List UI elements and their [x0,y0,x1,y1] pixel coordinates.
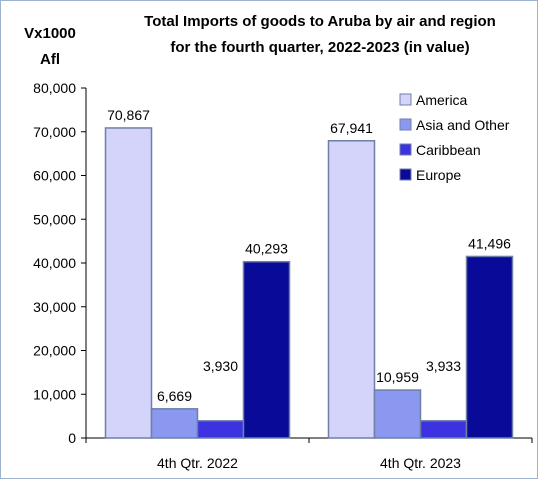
y-tick-label: 60,000 [33,168,76,184]
legend-label: Europe [416,167,461,183]
bar [242,260,291,439]
y-tick-label: 30,000 [33,299,76,315]
bar [373,389,422,439]
bars [104,127,514,439]
y-axis-label-line-2: Afl [40,51,60,68]
bar [465,255,514,439]
bar [150,408,199,439]
data-label: 10,959 [376,369,419,385]
y-tick-label: 40,000 [33,255,76,271]
data-label: 3,933 [426,358,461,374]
legend-label: Asia and Other [416,117,510,133]
data-label: 70,867 [107,107,150,123]
legend-label: Caribbean [416,142,481,158]
bar [104,127,153,439]
y-tick-label: 0 [68,430,76,446]
y-axis-label-line-1: Vx1000 [24,25,76,42]
data-label: 6,669 [157,388,192,404]
legend-swatch [399,118,412,131]
y-tick-label: 50,000 [33,211,76,227]
bar [419,420,468,439]
legend-swatch [399,143,412,156]
legend-swatch [399,168,412,181]
bar [327,140,376,439]
legend-swatch [399,93,412,106]
data-label: 67,941 [330,120,373,136]
bar [196,420,245,439]
chart-title-line-2: for the fourth quarter, 2022-2023 (in va… [170,39,469,56]
x-tick-label: 4th Qtr. 2023 [380,455,461,471]
y-tick-label: 20,000 [33,343,76,359]
legend-label: America [416,92,468,108]
axes: 0 10,000 20,000 30,000 40,000 50,000 60,000 70,… [33,80,533,471]
y-tick-label: 70,000 [33,124,76,140]
data-label: 41,496 [468,235,511,251]
x-tick-label: 4th Qtr. 2022 [157,455,238,471]
data-labels: 70,867 67,941 6,669 10,959 3,930 3,933 40,293 4… [107,107,511,404]
y-tick-label: 10,000 [33,386,76,402]
data-label: 3,930 [203,358,238,374]
legend: America Asia and Other Caribbean Europe [399,92,510,183]
data-label: 40,293 [245,241,288,257]
chart-title-line-1: Total Imports of goods to Aruba by air a… [144,13,496,30]
y-tick-label: 80,000 [33,80,76,96]
